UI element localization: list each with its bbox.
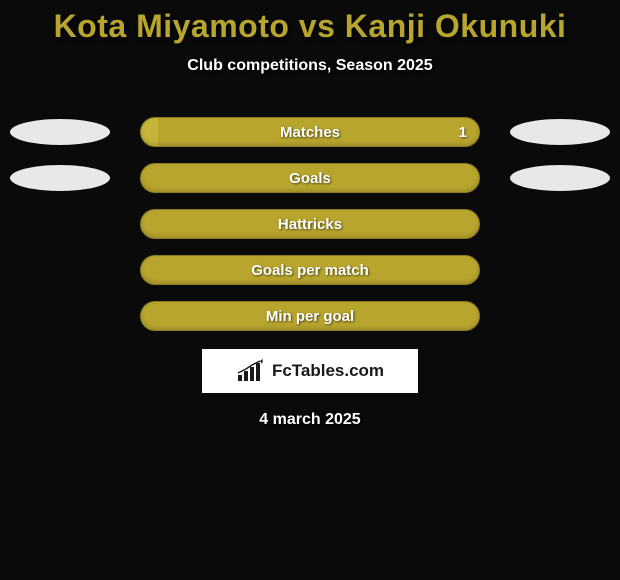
stat-bar: Goals <box>140 163 480 193</box>
stat-label: Goals <box>289 170 331 187</box>
stats-container: Matches 1 Goals Hattricks Goals per match Min… <box>0 117 620 331</box>
stat-label: Hattricks <box>278 216 342 233</box>
chart-icon <box>236 359 266 383</box>
stat-row: Hattricks <box>0 209 620 239</box>
stat-label: Goals per match <box>251 262 369 279</box>
stat-value-right: 1 <box>459 124 467 141</box>
stat-bar: Goals per match <box>140 255 480 285</box>
page-title: Kota Miyamoto vs Kanji Okunuki <box>0 8 620 45</box>
subtitle: Club competitions, Season 2025 <box>0 57 620 75</box>
player1-indicator <box>10 119 110 145</box>
brand-logo-box: FcTables.com <box>202 349 418 393</box>
stat-row: Matches 1 <box>0 117 620 147</box>
player2-indicator <box>510 165 610 191</box>
player2-indicator <box>510 119 610 145</box>
brand-name: FcTables.com <box>272 361 384 381</box>
stat-bar: Min per goal <box>140 301 480 331</box>
stat-label: Matches <box>280 124 340 141</box>
stat-row: Goals per match <box>0 255 620 285</box>
stat-bar: Matches 1 <box>140 117 480 147</box>
comparison-card: Kota Miyamoto vs Kanji Okunuki Club comp… <box>0 0 620 429</box>
date-label: 4 march 2025 <box>0 411 620 429</box>
player1-indicator <box>10 165 110 191</box>
stat-bar: Hattricks <box>140 209 480 239</box>
stat-row: Goals <box>0 163 620 193</box>
stat-row: Min per goal <box>0 301 620 331</box>
stat-label: Min per goal <box>266 308 354 325</box>
